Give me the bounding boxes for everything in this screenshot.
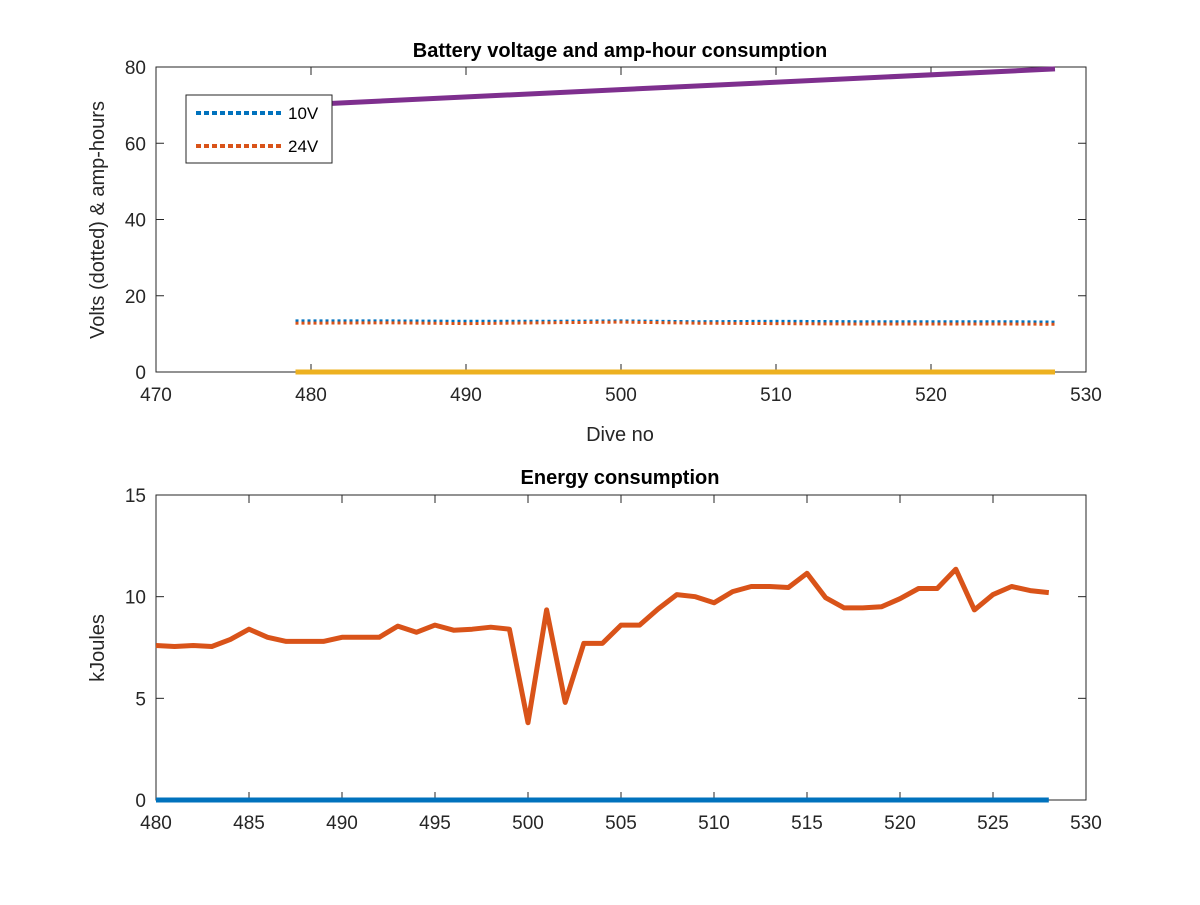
x-tick-label: 480 — [140, 813, 172, 834]
x-tick-label: 470 — [140, 385, 172, 406]
x-tick-label: 490 — [326, 813, 358, 834]
x-tick-label: 490 — [450, 385, 482, 406]
y-axis-label: Volts (dotted) & amp-hours — [87, 101, 109, 339]
x-tick-label: 500 — [512, 813, 544, 834]
y-tick-label: 40 — [125, 211, 146, 232]
y-tick-label: 5 — [135, 689, 146, 710]
legend-label-24v: 24V — [288, 137, 319, 156]
x-tick-label: 510 — [760, 385, 792, 406]
x-tick-label: 485 — [233, 813, 265, 834]
x-tick-label: 530 — [1070, 813, 1102, 834]
x-tick-label: 525 — [977, 813, 1009, 834]
series-line-24v — [295, 320, 1056, 326]
energy-consumption-chart: Energy consumption 480 485 490 495 500 505 510… — [87, 467, 1102, 834]
y-tick-label: 20 — [125, 287, 146, 308]
legend-label-10v: 10V — [288, 104, 319, 123]
x-tick-label: 510 — [698, 813, 730, 834]
x-tick-label: 500 — [605, 385, 637, 406]
y-tick-label: 15 — [125, 486, 146, 507]
x-tick-label: 505 — [605, 813, 637, 834]
y-tick-label: 10 — [125, 588, 146, 609]
series-line-1 — [155, 566, 1050, 726]
series-line-3 — [295, 66, 1056, 108]
x-tick-label: 480 — [295, 385, 327, 406]
y-tick-label: 80 — [125, 58, 146, 79]
y-axis-label: kJoules — [87, 614, 109, 682]
x-tick-label: 520 — [884, 813, 916, 834]
x-tick-label: 495 — [419, 813, 451, 834]
voltage-amphour-chart: Battery voltage and amp-hour consumption… — [87, 40, 1102, 446]
y-tick-label: 60 — [125, 134, 146, 155]
chart-title: Battery voltage and amp-hour consumption — [413, 40, 827, 62]
x-tick-label: 520 — [915, 385, 947, 406]
chart-title: Energy consumption — [521, 467, 720, 489]
legend: 10V 24V — [185, 94, 333, 164]
y-tick-label: 0 — [135, 363, 146, 384]
axes-box — [155, 494, 1087, 801]
x-tick-label: 530 — [1070, 385, 1102, 406]
x-tick-label: 515 — [791, 813, 823, 834]
y-tick-label: 0 — [135, 791, 146, 812]
legend-box — [185, 94, 333, 164]
x-axis-label: Dive no — [586, 424, 654, 446]
